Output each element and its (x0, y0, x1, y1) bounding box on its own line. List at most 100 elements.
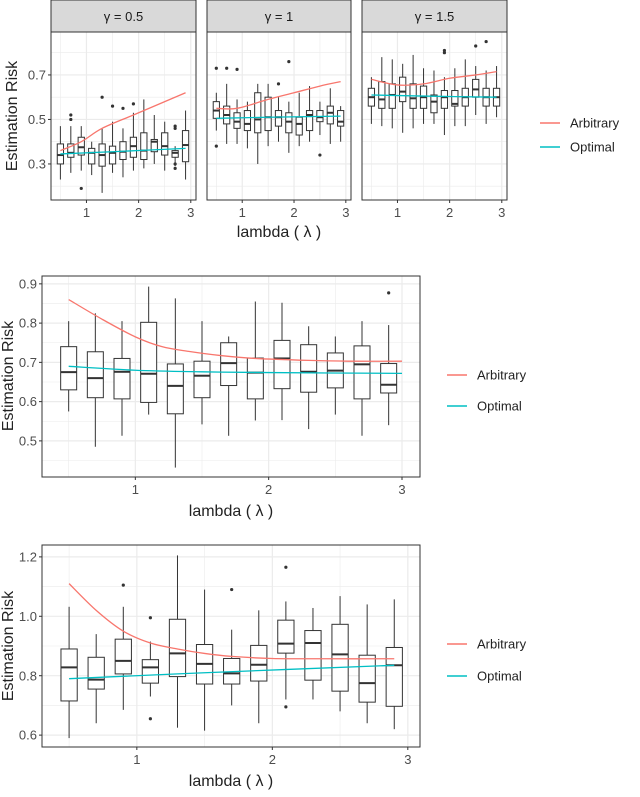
boxplot (451, 68, 459, 127)
box-iqr (399, 76, 407, 103)
y-tick-label: 0.6 (19, 728, 37, 743)
x-tick-label: 3 (398, 482, 405, 497)
series-line-optimal (68, 365, 403, 375)
panel-border (361, 31, 508, 201)
outlier-point (276, 82, 281, 86)
series-line-arbitrary (68, 298, 403, 362)
boxplot (399, 63, 407, 133)
panel-background (362, 32, 507, 200)
outlier-point (442, 48, 447, 53)
x-tick-label: 2 (265, 482, 272, 497)
legend-label: Optimal (570, 140, 615, 155)
boxplot (60, 321, 78, 412)
plot-panel: 1 2 3 0.6 0.8 1.0 1.2 (19, 544, 421, 767)
y-tick-label: 0.5 (19, 433, 37, 448)
legend: Arbitrary Optimal (540, 116, 620, 155)
legend-label: Optimal (477, 399, 522, 414)
box-iqr (77, 136, 85, 156)
boxplot (295, 92, 303, 147)
series-line-arbitrary (216, 80, 341, 110)
panel-border (41, 275, 421, 478)
box-iqr (295, 116, 303, 136)
series-line-optimal (60, 147, 186, 155)
box-iqr (326, 105, 334, 125)
boxplot (223, 66, 231, 144)
box-iqr (472, 78, 480, 98)
y-tick-label: 0.8 (19, 668, 37, 683)
x-tick-label: 3 (187, 205, 194, 220)
boxplot (440, 48, 449, 136)
legend: Arbitrary Optimal (447, 368, 527, 414)
boxplot (141, 616, 160, 721)
x-tick-label: 3 (498, 205, 505, 220)
x-tick-label: 2 (135, 205, 142, 220)
outlier-point (69, 117, 73, 122)
box-iqr (67, 143, 75, 158)
boxplot (220, 336, 238, 436)
plot-panel: 1 2 3 0.5 0.6 0.7 0.8 0.9 (19, 275, 421, 497)
series-line-optimal (69, 664, 395, 680)
facet-strip (206, 0, 352, 33)
y-tick-label: 0.6 (19, 394, 37, 409)
box-iqr (304, 630, 322, 681)
box-iqr (60, 648, 78, 702)
panel-border (206, 31, 352, 201)
box-iqr (273, 339, 291, 390)
outlier-point (173, 166, 177, 171)
facet-label: γ = 0.5 (104, 9, 143, 24)
panel-background (51, 32, 196, 200)
boxplot (353, 321, 371, 436)
y-tick-label: 0.7 (19, 355, 37, 370)
box-iqr (305, 110, 314, 132)
box-iqr (140, 132, 148, 161)
boxplot (254, 83, 262, 164)
x-tick-label: 1 (394, 205, 401, 220)
boxplot (86, 313, 104, 447)
boxplot (300, 326, 318, 430)
boxplot (233, 67, 241, 144)
box-iqr (113, 357, 131, 400)
box-iqr (129, 136, 138, 158)
box-iqr (86, 351, 104, 399)
box-iqr (193, 360, 211, 399)
x-axis-title: lambda ( λ ) (189, 773, 273, 790)
boxplot (326, 88, 334, 144)
box-iqr (380, 363, 398, 394)
y-tick-label: 1.0 (19, 609, 37, 624)
outlier-point (230, 587, 234, 592)
box-iqr (300, 344, 318, 393)
outlier-point (110, 104, 115, 108)
outlier-point (214, 66, 218, 70)
y-tick-label: 0.9 (19, 276, 37, 291)
series-line-optimal (371, 94, 497, 98)
y-axis-title: Estimation Risk (0, 320, 17, 431)
boxplot (367, 77, 376, 124)
box-iqr (451, 90, 459, 107)
outlier-point (318, 153, 322, 157)
outlier-point (387, 291, 391, 295)
outlier-point (79, 186, 83, 191)
x-axis-title: lambda ( λ ) (189, 503, 273, 520)
box-iqr (88, 147, 96, 165)
series-line-arbitrary (60, 92, 186, 152)
box-iqr (233, 112, 241, 129)
boxplot (472, 44, 480, 115)
box-iqr (264, 96, 272, 132)
plot-panel: 1 2 3 (206, 31, 352, 220)
boxplot (129, 102, 138, 171)
box-iqr (108, 145, 117, 165)
outlier-point (100, 95, 104, 99)
outlier-point (287, 59, 291, 64)
boxplot (273, 302, 291, 421)
boxplot (212, 66, 220, 148)
box-iqr (243, 110, 252, 132)
outlier-point (148, 616, 152, 620)
box-iqr (87, 656, 105, 690)
outlier-point (284, 705, 288, 709)
box-iqr (274, 110, 283, 127)
boxplot (166, 298, 184, 468)
y-tick-label: 0.5 (28, 112, 46, 127)
outlier-point (474, 44, 478, 48)
boxplot (250, 610, 268, 724)
facet-label: γ = 1.5 (415, 9, 454, 24)
